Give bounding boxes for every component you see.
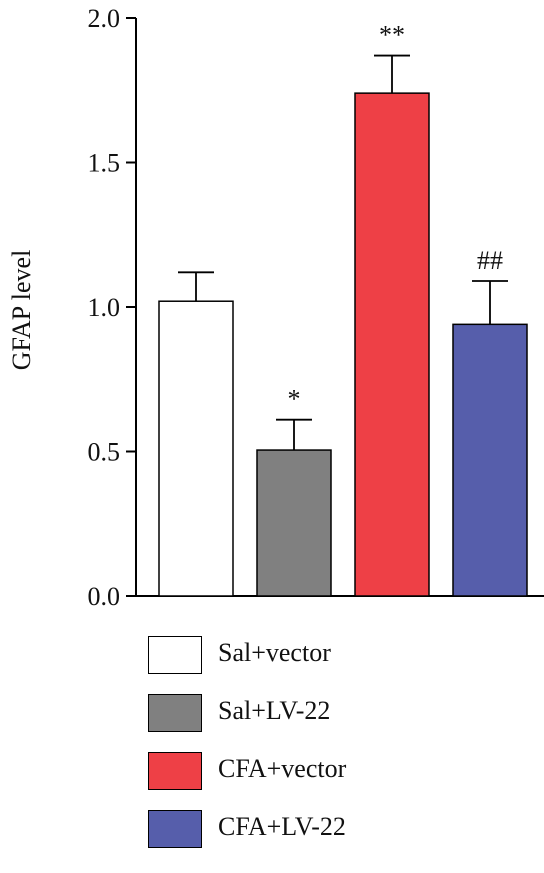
y-axis-label: GFAP level [7, 250, 36, 371]
bar [256, 449, 332, 597]
significance-label: * [288, 385, 301, 414]
bar [354, 92, 430, 597]
legend-label: CFA+LV-22 [218, 812, 346, 841]
legend-item-cfa-lv22: CFA+LV-22 [148, 810, 508, 868]
legend-item-sal-vector: Sal+vector [148, 636, 508, 694]
y-tick-label: 2.0 [88, 4, 121, 33]
bar [452, 323, 528, 597]
y-tick-label: 0.0 [88, 582, 121, 611]
chart-bars: ***## [158, 21, 528, 597]
bar-chart: 0.00.51.01.52.0 ***## GFAP level [7, 4, 544, 611]
legend-item-cfa-vector: CFA+vector [148, 752, 508, 810]
legend-item-sal-lv22: Sal+LV-22 [148, 694, 508, 752]
significance-label: ## [477, 246, 503, 275]
y-tick-label: 1.0 [88, 293, 121, 322]
legend-swatch [148, 636, 202, 674]
y-tick-label: 0.5 [88, 438, 121, 467]
legend-swatch [148, 694, 202, 732]
bar [158, 300, 234, 597]
legend-swatch [148, 752, 202, 790]
y-tick-label: 1.5 [88, 149, 121, 178]
legend-label: Sal+vector [218, 638, 331, 667]
significance-label: ** [379, 21, 405, 50]
chart-legend: Sal+vector Sal+LV-22 CFA+vector CFA+LV-2… [148, 636, 508, 868]
legend-label: Sal+LV-22 [218, 696, 331, 725]
legend-label: CFA+vector [218, 754, 347, 783]
legend-swatch [148, 810, 202, 848]
